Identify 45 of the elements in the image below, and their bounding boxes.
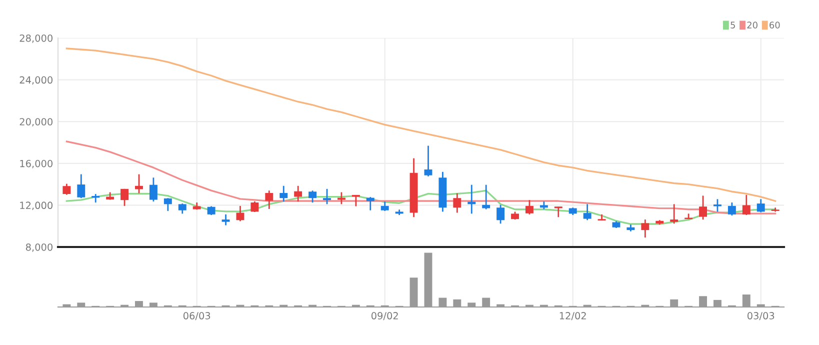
candlestick xyxy=(366,196,374,212)
candlestick xyxy=(699,194,707,220)
candlestick xyxy=(583,203,592,221)
candlestick xyxy=(742,194,750,216)
candlestick xyxy=(149,176,158,202)
y-tick-label: 8,000 xyxy=(26,243,52,252)
candlestick xyxy=(222,214,230,226)
y-tick-label: 16,000 xyxy=(20,160,52,168)
candlestick xyxy=(280,185,288,202)
legend-label: 20 xyxy=(747,22,758,28)
candlestick xyxy=(554,206,562,218)
candlestick xyxy=(525,199,534,216)
candlestick xyxy=(236,205,244,222)
candlestick xyxy=(77,174,86,199)
y-tick-label: 24,000 xyxy=(20,76,52,85)
candlestick xyxy=(453,192,462,214)
candlestick xyxy=(164,197,172,212)
candlestick xyxy=(323,188,331,205)
candlestick xyxy=(308,190,317,204)
candlestick xyxy=(496,204,505,224)
candlestick xyxy=(120,188,129,207)
candlestick xyxy=(641,218,650,238)
candlestick xyxy=(756,198,765,213)
line-series xyxy=(66,48,776,202)
candlestick xyxy=(424,145,432,178)
y-tick-label: 28,000 xyxy=(20,34,52,43)
x-tick-label: 09/02 xyxy=(371,312,398,320)
candlestick xyxy=(135,174,143,194)
legend-label: 5 xyxy=(730,22,735,28)
candlestick xyxy=(670,203,678,224)
x-tick-label: 12/02 xyxy=(560,312,586,320)
candlestick xyxy=(178,202,186,214)
y-tick-label: 20,000 xyxy=(20,118,52,126)
x-tick-label: 06/03 xyxy=(183,312,210,320)
candlestick xyxy=(250,200,259,213)
candlestick xyxy=(380,200,389,212)
candlestick xyxy=(294,185,302,202)
candlestick xyxy=(482,184,490,210)
candlestick xyxy=(337,192,346,205)
candlestick xyxy=(728,202,736,216)
y-tick-label: 12,000 xyxy=(20,202,52,210)
candlestick xyxy=(62,183,71,196)
x-tick-label: 03/03 xyxy=(747,312,774,320)
candlestick xyxy=(265,190,274,210)
legend-label: 60 xyxy=(770,22,780,28)
